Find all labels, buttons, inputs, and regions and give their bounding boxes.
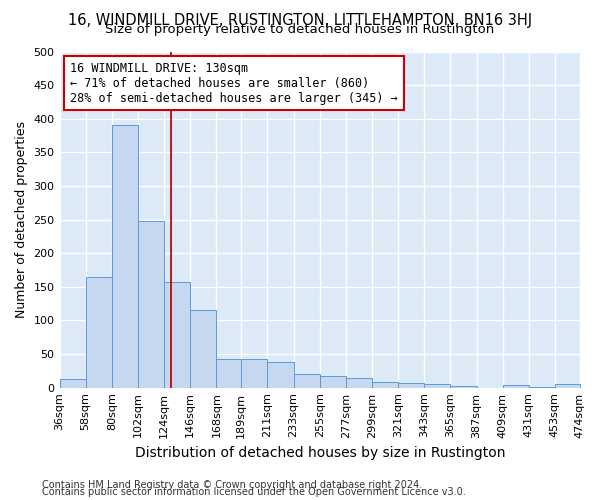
Bar (529, 387, 555, 388)
Text: Size of property relative to detached houses in Rustington: Size of property relative to detached ho… (106, 22, 494, 36)
Bar (503, 385, 529, 388)
Text: Contains public sector information licensed under the Open Government Licence v3: Contains public sector information licen… (42, 487, 466, 497)
Bar (112, 126, 138, 388)
Bar (398, 383, 424, 388)
Text: 16, WINDMILL DRIVE, RUSTINGTON, LITTLEHAMPTON, BN16 3HJ: 16, WINDMILL DRIVE, RUSTINGTON, LITTLEHA… (68, 12, 532, 28)
Bar (451, 386, 476, 388)
X-axis label: Distribution of detached houses by size in Rustington: Distribution of detached houses by size … (135, 446, 506, 460)
Y-axis label: Number of detached properties: Number of detached properties (15, 121, 28, 318)
Bar (241, 360, 268, 388)
Bar (320, 376, 346, 388)
Bar (293, 374, 320, 388)
Bar (346, 378, 372, 388)
Bar (555, 384, 580, 388)
Bar (424, 384, 451, 388)
Bar (59, 379, 86, 388)
Bar (164, 282, 190, 388)
Text: Contains HM Land Registry data © Crown copyright and database right 2024.: Contains HM Land Registry data © Crown c… (42, 480, 422, 490)
Bar (138, 221, 164, 388)
Bar (268, 362, 293, 388)
Text: 16 WINDMILL DRIVE: 130sqm
← 71% of detached houses are smaller (860)
28% of semi: 16 WINDMILL DRIVE: 130sqm ← 71% of detac… (70, 62, 398, 104)
Bar (190, 310, 217, 388)
Bar (372, 382, 398, 388)
Bar (217, 359, 241, 388)
Bar (86, 276, 112, 388)
